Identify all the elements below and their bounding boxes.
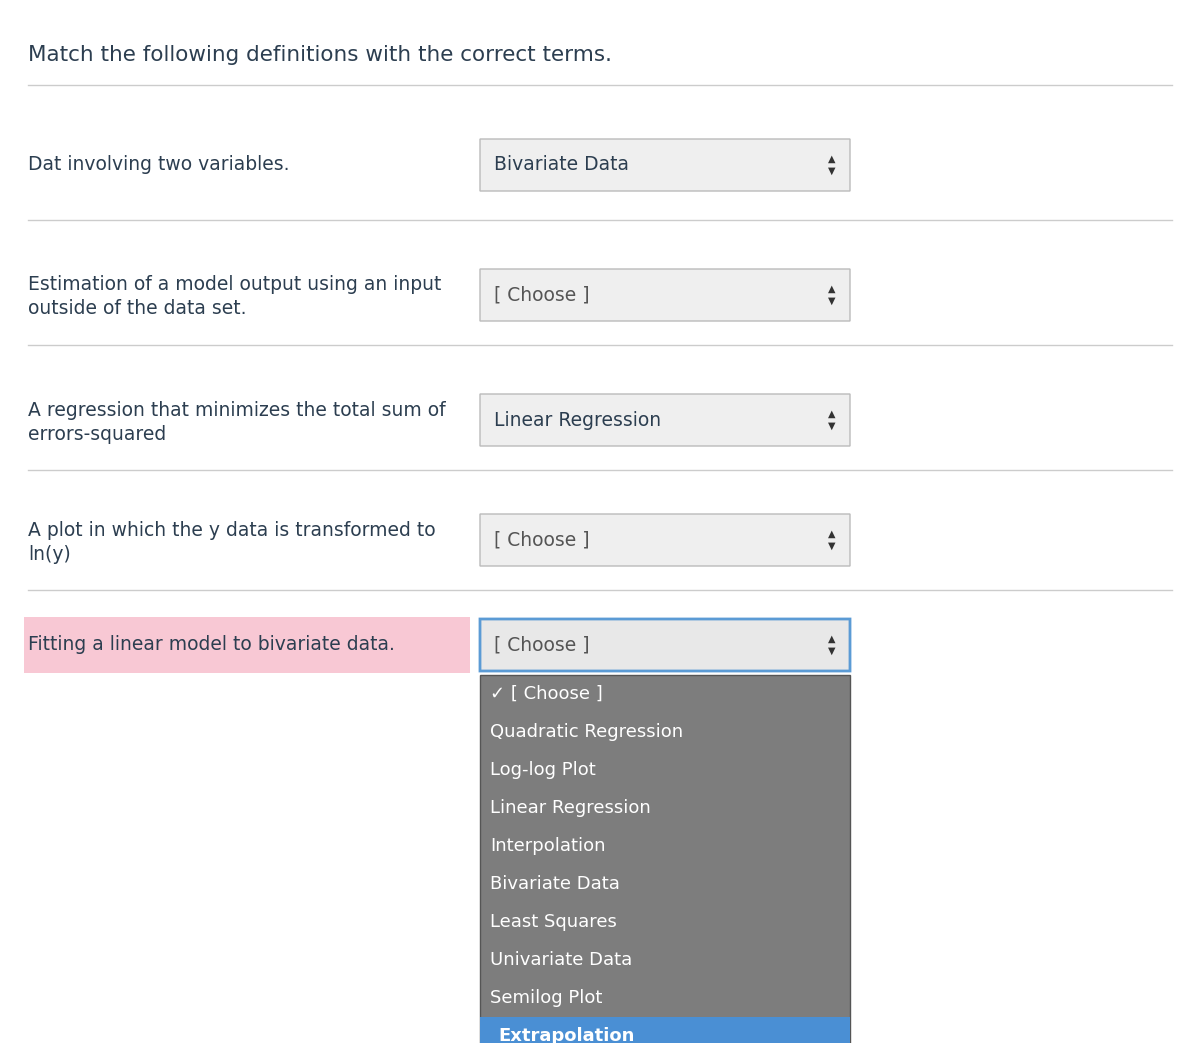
Text: Least Squares: Least Squares: [490, 913, 617, 931]
Bar: [480, 1017, 850, 1043]
Text: Dat involving two variables.: Dat involving two variables.: [28, 155, 289, 174]
Text: A regression that minimizes the total sum of: A regression that minimizes the total su…: [28, 401, 445, 419]
Text: Log-log Plot: Log-log Plot: [490, 761, 595, 779]
Text: Bivariate Data: Bivariate Data: [494, 155, 629, 174]
Text: Semilog Plot: Semilog Plot: [490, 989, 602, 1006]
Text: outside of the data set.: outside of the data set.: [28, 299, 246, 318]
Text: Extrapolation: Extrapolation: [498, 1027, 635, 1043]
Text: ▲: ▲: [828, 634, 835, 644]
FancyBboxPatch shape: [480, 394, 850, 446]
Text: ▲: ▲: [828, 409, 835, 419]
Text: ▲: ▲: [828, 284, 835, 294]
Text: ▼: ▼: [828, 646, 835, 656]
Text: Bivariate Data: Bivariate Data: [490, 875, 620, 893]
Text: [ Choose ]: [ Choose ]: [494, 531, 589, 550]
FancyBboxPatch shape: [480, 139, 850, 191]
FancyBboxPatch shape: [480, 514, 850, 566]
Text: ▼: ▼: [828, 421, 835, 431]
Text: [ Choose ]: [ Choose ]: [494, 635, 589, 655]
Text: Fitting a linear model to bivariate data.: Fitting a linear model to bivariate data…: [28, 635, 395, 655]
Text: ▼: ▼: [828, 541, 835, 551]
Bar: [24, 617, 470, 673]
Text: Estimation of a model output using an input: Estimation of a model output using an in…: [28, 275, 442, 294]
Text: A plot in which the y data is transformed to: A plot in which the y data is transforme…: [28, 520, 436, 539]
Text: Linear Regression: Linear Regression: [490, 799, 650, 817]
Text: Linear Regression: Linear Regression: [494, 411, 661, 430]
Text: Quadratic Regression: Quadratic Regression: [490, 723, 683, 741]
Text: Univariate Data: Univariate Data: [490, 951, 632, 969]
Text: ▲: ▲: [828, 529, 835, 539]
Text: Interpolation: Interpolation: [490, 836, 606, 855]
Text: ▲: ▲: [828, 154, 835, 164]
Text: ✓ [ Choose ]: ✓ [ Choose ]: [490, 685, 602, 703]
Text: errors-squared: errors-squared: [28, 425, 167, 443]
Text: ▼: ▼: [828, 166, 835, 176]
Text: [ Choose ]: [ Choose ]: [494, 286, 589, 305]
FancyBboxPatch shape: [480, 618, 850, 671]
Text: Match the following definitions with the correct terms.: Match the following definitions with the…: [28, 45, 612, 65]
FancyBboxPatch shape: [480, 269, 850, 321]
Bar: [480, 675, 850, 1043]
Text: ▼: ▼: [828, 296, 835, 306]
Text: ln(y): ln(y): [28, 544, 71, 563]
